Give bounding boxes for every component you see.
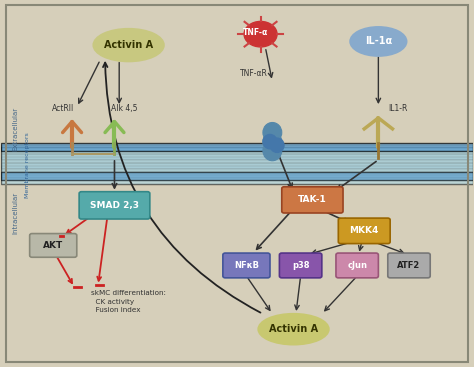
Ellipse shape: [263, 123, 282, 142]
Ellipse shape: [263, 141, 282, 161]
Text: MKK4: MKK4: [349, 226, 379, 235]
FancyBboxPatch shape: [1, 145, 473, 150]
Text: Intracellular: Intracellular: [12, 192, 18, 234]
Text: Activin A: Activin A: [104, 40, 153, 50]
Text: p38: p38: [292, 261, 310, 270]
FancyBboxPatch shape: [1, 166, 473, 171]
Text: Extracellular: Extracellular: [12, 107, 18, 151]
FancyBboxPatch shape: [1, 143, 473, 151]
Text: cJun: cJun: [347, 261, 367, 270]
Text: TAK-1: TAK-1: [298, 195, 327, 204]
Text: TNF-α: TNF-α: [243, 28, 268, 37]
Ellipse shape: [263, 132, 282, 152]
FancyBboxPatch shape: [1, 172, 473, 177]
FancyBboxPatch shape: [79, 192, 150, 219]
Ellipse shape: [93, 29, 164, 62]
FancyBboxPatch shape: [30, 233, 77, 257]
Text: ATF2: ATF2: [397, 261, 420, 270]
FancyBboxPatch shape: [1, 151, 473, 156]
FancyBboxPatch shape: [1, 178, 473, 184]
FancyBboxPatch shape: [1, 172, 473, 180]
Text: skMC differentiation:
  CK activity
  Fusion index: skMC differentiation: CK activity Fusion…: [91, 290, 166, 313]
Text: IL1-R: IL1-R: [388, 103, 407, 113]
Text: Membrane receptors: Membrane receptors: [25, 132, 30, 198]
FancyBboxPatch shape: [279, 253, 322, 278]
FancyBboxPatch shape: [223, 253, 270, 278]
FancyBboxPatch shape: [1, 148, 473, 153]
FancyBboxPatch shape: [1, 175, 473, 181]
FancyBboxPatch shape: [1, 160, 473, 165]
Text: ActRII: ActRII: [52, 103, 74, 113]
Text: SMAD 2,3: SMAD 2,3: [90, 201, 139, 210]
Text: Alk 4,5: Alk 4,5: [110, 103, 137, 113]
FancyBboxPatch shape: [1, 163, 473, 168]
FancyBboxPatch shape: [1, 147, 473, 184]
Ellipse shape: [350, 27, 407, 56]
Ellipse shape: [244, 21, 277, 47]
Text: NFκB: NFκB: [234, 261, 259, 270]
Ellipse shape: [258, 314, 329, 345]
FancyBboxPatch shape: [336, 253, 378, 278]
Ellipse shape: [263, 134, 277, 149]
FancyBboxPatch shape: [388, 253, 430, 278]
Ellipse shape: [270, 138, 284, 153]
Text: IL-1α: IL-1α: [365, 36, 392, 47]
FancyBboxPatch shape: [282, 187, 343, 213]
FancyBboxPatch shape: [1, 157, 473, 162]
FancyBboxPatch shape: [1, 154, 473, 159]
Text: TNF-αR: TNF-αR: [239, 69, 267, 78]
Text: AKT: AKT: [43, 241, 64, 250]
FancyBboxPatch shape: [338, 218, 390, 244]
Text: Activin A: Activin A: [269, 324, 318, 334]
FancyBboxPatch shape: [1, 169, 473, 174]
